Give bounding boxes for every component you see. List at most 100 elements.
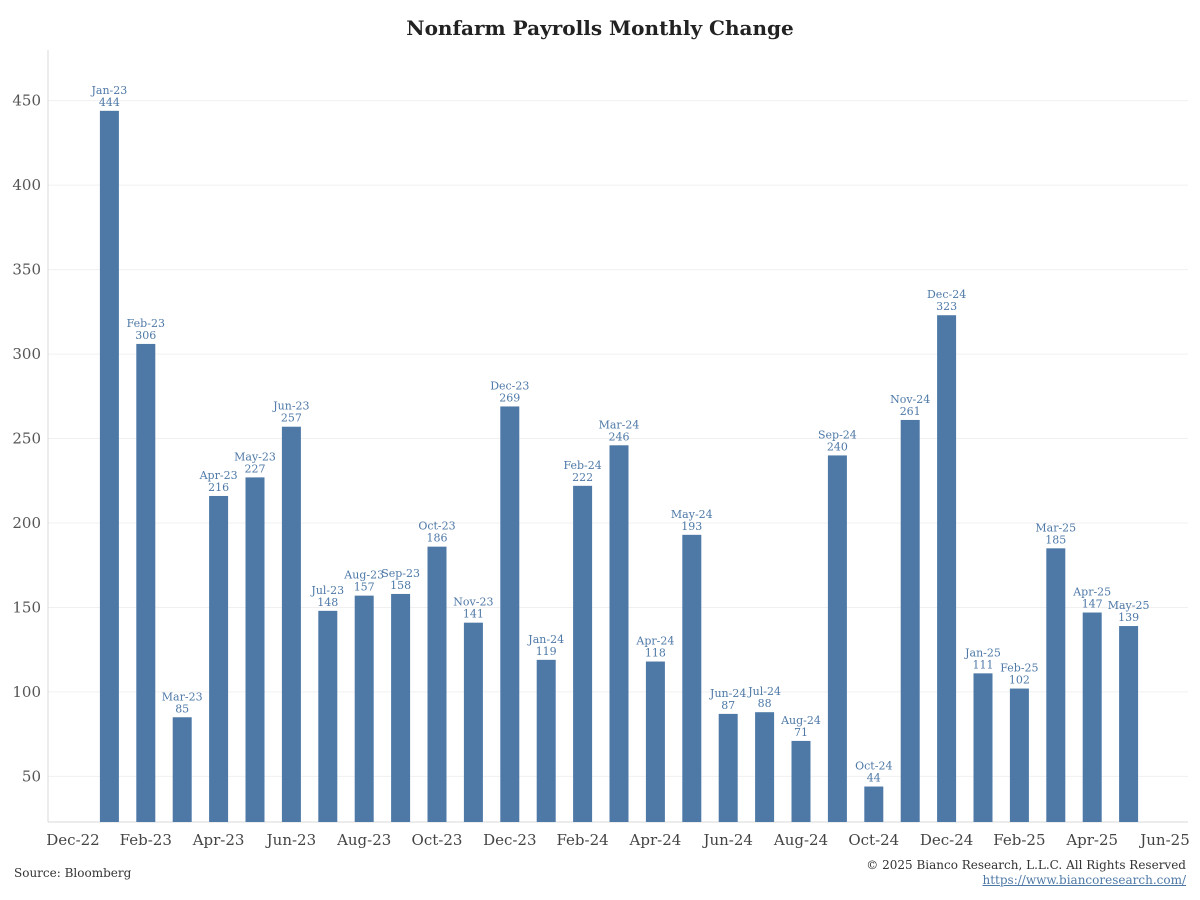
y-tick-label: 50: [22, 767, 41, 785]
bar: [573, 485, 593, 822]
bar: [755, 712, 775, 822]
bar-month-label: May-24: [671, 508, 713, 521]
bar-value-label: 158: [390, 579, 411, 592]
x-tick-label: Dec-23: [483, 831, 536, 849]
bar-month-label: Mar-25: [1035, 521, 1076, 534]
bar: [791, 740, 811, 822]
bar: [318, 610, 338, 822]
bar: [682, 534, 702, 822]
bar: [1082, 612, 1102, 822]
bar-value-label: 185: [1045, 533, 1066, 546]
bar: [209, 495, 229, 822]
bar-value-label: 444: [99, 96, 120, 109]
source-note: Source: Bloomberg: [14, 866, 132, 880]
website-link[interactable]: https://www.biancoresearch.com/: [982, 873, 1186, 887]
bar-value-label: 257: [281, 412, 302, 425]
bar: [281, 426, 301, 822]
x-tick-label: Oct-23: [412, 831, 463, 849]
bar-value-label: 88: [758, 697, 772, 710]
y-tick-label: 350: [12, 261, 41, 279]
bar-month-label: Dec-23: [490, 379, 529, 392]
bar-month-label: Aug-23: [343, 569, 384, 582]
x-tick-label: Aug-23: [336, 831, 391, 849]
bar-value-label: 157: [354, 581, 375, 594]
bar-value-label: 269: [499, 391, 520, 404]
chart-title: Nonfarm Payrolls Monthly Change: [406, 16, 794, 40]
bar: [1119, 626, 1139, 822]
copyright-note: © 2025 Bianco Research, L.L.C. All Right…: [866, 858, 1186, 872]
bar: [937, 315, 957, 822]
x-tick-label: Jun-23: [265, 831, 317, 849]
bar-value-label: 240: [827, 440, 848, 453]
bar-month-label: Oct-24: [855, 760, 892, 773]
bar-value-label: 261: [900, 405, 921, 418]
bar-month-label: Jun-23: [272, 400, 309, 413]
y-tick-label: 400: [12, 176, 41, 194]
bar-value-label: 102: [1009, 674, 1030, 687]
bar: [136, 343, 156, 822]
bar-month-label: Jan-23: [91, 84, 128, 97]
bar-month-label: Mar-24: [599, 418, 640, 431]
x-tick-labels: Dec-22 Feb-23 Apr-23 Jun-23 Aug-23 Oct-23 Dec-…: [46, 831, 1189, 849]
y-tick-labels: 50 100 150 200 250 300 350 400 450: [12, 92, 41, 786]
bar-month-label: Sep-24: [818, 428, 857, 441]
bar-month-label: Feb-25: [1000, 662, 1038, 675]
y-tick-label: 300: [12, 345, 41, 363]
bar: [354, 595, 374, 822]
bar-month-label: Feb-23: [127, 317, 165, 330]
bar: [500, 406, 520, 822]
bar-value-label: 141: [463, 608, 484, 621]
y-tick-label: 450: [12, 92, 41, 110]
bar: [827, 455, 847, 822]
bar: [245, 477, 265, 822]
bar-value-label: 118: [645, 647, 666, 660]
bar-value-label: 227: [245, 462, 266, 475]
bar-month-label: May-23: [234, 450, 276, 463]
bar-month-label: Jul-23: [310, 584, 344, 597]
bar-value-label: 44: [867, 772, 881, 785]
bar: [864, 786, 884, 822]
bar-value-label: 216: [208, 481, 229, 494]
x-tick-label: Jun-24: [701, 831, 753, 849]
y-tick-label: 250: [12, 430, 41, 448]
bar-value-label: 148: [317, 596, 338, 609]
y-tick-label: 100: [12, 683, 41, 701]
bar: [536, 659, 556, 822]
y-tick-label: 200: [12, 514, 41, 532]
x-tick-label: Aug-24: [773, 831, 828, 849]
bar-month-label: Apr-25: [1072, 586, 1111, 599]
bar-value-label: 71: [794, 726, 808, 739]
bars: [99, 110, 1139, 822]
bar-month-label: Jul-24: [747, 685, 781, 698]
x-tick-label: Apr-24: [629, 831, 682, 849]
bar: [718, 713, 738, 822]
x-tick-label: Feb-25: [993, 831, 1045, 849]
bar-month-label: Sep-23: [381, 567, 420, 580]
bar-value-label: 186: [427, 532, 448, 545]
bar: [1009, 688, 1029, 822]
x-tick-label: Feb-24: [556, 831, 608, 849]
x-tick-label: Dec-22: [46, 831, 99, 849]
x-tick-label: Apr-23: [192, 831, 245, 849]
bar: [172, 717, 192, 822]
bar-month-label: Nov-23: [453, 596, 493, 609]
bar-value-label: 306: [135, 329, 156, 342]
bar: [973, 673, 993, 822]
bar-month-label: Feb-24: [563, 459, 601, 472]
x-tick-label: Feb-23: [120, 831, 172, 849]
bar: [463, 622, 483, 822]
bar: [1046, 548, 1066, 822]
bar-value-label: 139: [1118, 611, 1139, 624]
bar-value-label: 193: [681, 520, 702, 533]
bar-value-label: 85: [175, 702, 189, 715]
bar-value-label: 147: [1082, 598, 1103, 611]
bar-month-label: Jan-25: [964, 646, 1001, 659]
bar-month-label: Apr-23: [199, 469, 238, 482]
bar: [609, 445, 629, 822]
y-tick-label: 150: [12, 598, 41, 616]
bar: [900, 419, 920, 822]
x-tick-label: Jun-25: [1138, 831, 1190, 849]
bar-month-label: Jun-24: [709, 687, 746, 700]
bar-month-label: Mar-23: [162, 690, 203, 703]
